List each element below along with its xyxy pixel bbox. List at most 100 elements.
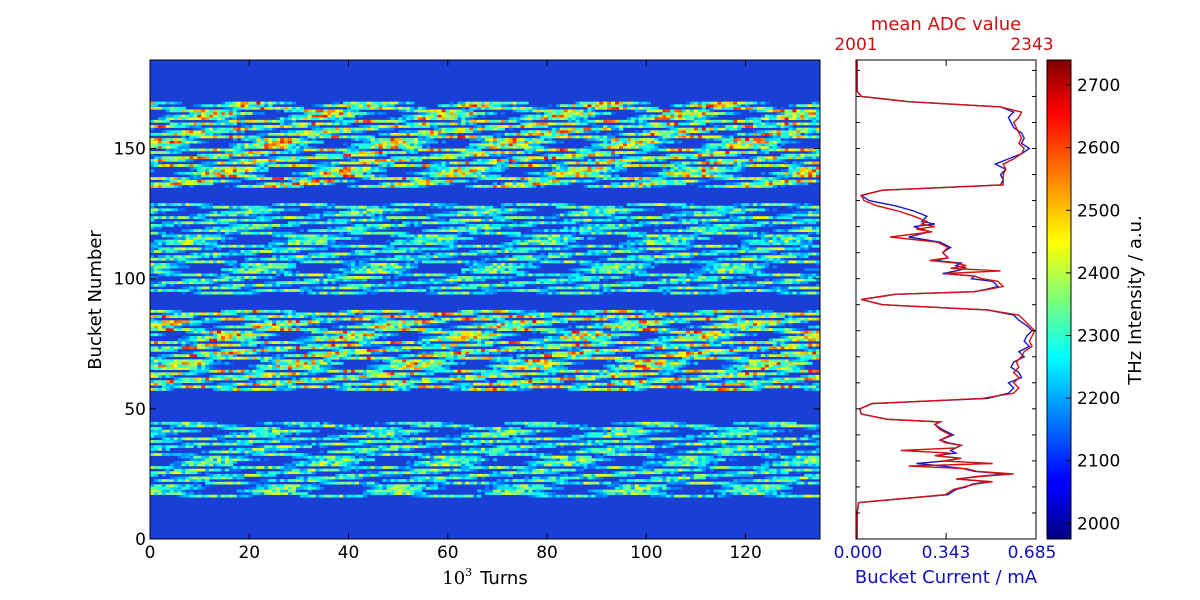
heatmap-cell: [508, 348, 513, 352]
heatmap-cell: [469, 440, 474, 443]
heatmap-cell: [410, 437, 415, 441]
heatmap-cell: [153, 388, 159, 391]
heatmap-cell: [678, 377, 683, 381]
heatmap-cell: [280, 421, 285, 425]
heatmap-cell: [232, 473, 237, 477]
heatmap-cell: [670, 481, 675, 485]
heatmap-cell: [276, 447, 281, 451]
heatmap-cell: [327, 369, 332, 373]
heatmap-cell: [528, 468, 533, 472]
heatmap-cell: [205, 356, 210, 360]
heatmap-cell: [213, 481, 218, 485]
heatmap-cell: [532, 453, 537, 456]
heatmap-cell: [579, 473, 584, 477]
heatmap-cell: [441, 359, 446, 363]
heatmap-cell: [496, 351, 502, 355]
heatmap-cell: [749, 434, 754, 438]
heatmap-cell: [201, 369, 206, 373]
heatmap-cell: [764, 380, 770, 383]
heatmap-cell: [682, 380, 687, 383]
heatmap-cell: [228, 463, 234, 467]
heatmap-cell: [213, 437, 218, 441]
heatmap-cell: [386, 473, 391, 477]
heatmap-cell: [737, 479, 742, 482]
heatmap-cell: [177, 489, 182, 493]
heatmap-cell: [150, 473, 155, 477]
heatmap-cell: [701, 455, 706, 459]
heatmap-cell: [441, 458, 446, 462]
heatmap-cell: [516, 356, 521, 360]
heatmap-cell: [374, 440, 379, 443]
heatmap-cell: [753, 471, 758, 475]
heatmap-cell: [772, 471, 777, 475]
heatmap-cell: [287, 489, 293, 493]
heatmap-cell: [228, 455, 234, 459]
heatmap-cell: [295, 432, 301, 436]
heatmap-cell: [410, 447, 415, 451]
heatmap-cell: [291, 445, 297, 449]
heatmap-cell: [217, 382, 222, 386]
heatmap-cell: [303, 346, 308, 350]
heatmap-cell: [429, 354, 435, 357]
heatmap-cell: [662, 494, 667, 498]
heatmap-cell: [544, 476, 549, 480]
heatmap-cell: [784, 364, 789, 368]
heatmap-cell: [729, 440, 734, 443]
heatmap-cell: [654, 463, 659, 467]
heatmap-cell: [299, 385, 304, 389]
heatmap-cell: [611, 492, 616, 495]
heatmap-cell: [693, 468, 699, 472]
heatmap-cell: [532, 421, 537, 425]
heatmap-cell: [248, 473, 253, 477]
heatmap-cell: [492, 348, 498, 352]
heatmap-cell: [354, 356, 360, 360]
heatmap-cell: [642, 382, 647, 386]
heatmap-cell: [213, 458, 218, 462]
heatmap-cell: [745, 489, 750, 493]
heatmap-cell: [587, 466, 592, 469]
heatmap-cell: [670, 361, 675, 365]
heatmap-cell: [729, 348, 734, 352]
heatmap-cell: [150, 388, 155, 391]
heatmap-cell: [153, 479, 159, 482]
heatmap-cell: [161, 445, 167, 449]
heatmap-cell: [520, 432, 525, 436]
heatmap-cell: [693, 473, 699, 477]
heatmap-cell: [461, 361, 466, 365]
heatmap-cell: [603, 351, 608, 355]
heatmap-cell: [343, 351, 348, 355]
heatmap-cell: [153, 489, 159, 493]
heatmap-cell: [816, 455, 820, 459]
heatmap-cell: [181, 453, 186, 456]
heatmap-cell: [500, 489, 505, 493]
heatmap-cell: [552, 364, 557, 368]
heatmap-cell: [445, 450, 450, 454]
heatmap-cell: [686, 455, 691, 459]
heatmap-cell: [323, 343, 328, 347]
heatmap-cell: [268, 427, 273, 430]
heatmap-cell: [256, 458, 261, 462]
heatmap-cell: [421, 377, 427, 381]
heatmap-cell: [441, 356, 446, 360]
heatmap-cell: [792, 442, 797, 446]
heatmap-cell: [788, 468, 793, 472]
heatmap-cell: [150, 421, 155, 425]
heatmap-cell: [678, 458, 683, 462]
heatmap-cell: [418, 351, 423, 355]
heatmap-cell: [788, 445, 793, 449]
heatmap-cell: [220, 361, 226, 365]
heatmap-cell: [465, 463, 470, 467]
heatmap-cell: [433, 476, 438, 480]
heatmap-cell: [603, 429, 608, 433]
heatmap-cell: [453, 361, 458, 365]
heatmap-cell: [548, 359, 553, 363]
heatmap-cell: [753, 421, 758, 425]
heatmap-cell: [457, 481, 462, 485]
heatmap-cell: [228, 385, 234, 389]
heatmap-cell: [354, 481, 360, 485]
heatmap-cell: [197, 354, 202, 357]
heatmap-cell: [563, 424, 569, 428]
heatmap-cell: [678, 380, 683, 383]
heatmap-cell: [552, 460, 557, 464]
heatmap-cell: [461, 348, 466, 352]
